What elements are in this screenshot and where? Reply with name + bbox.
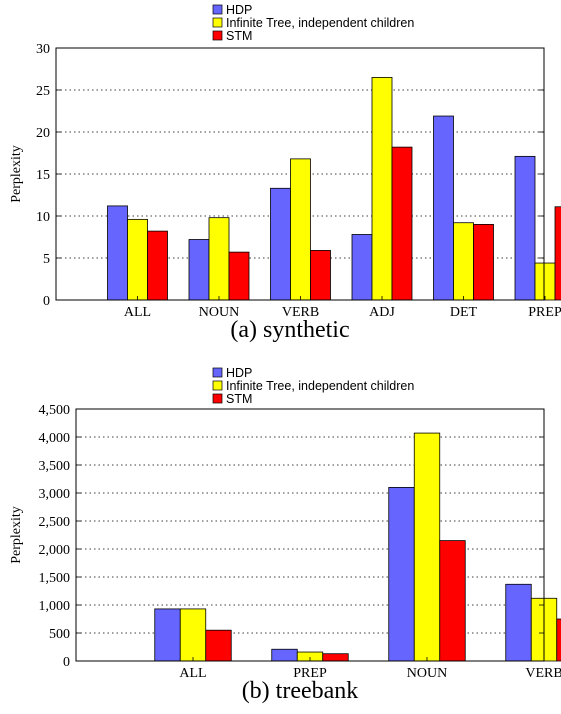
- ytick-label-b-1: 500: [49, 627, 70, 642]
- legend-swatch-a-0: [212, 4, 223, 15]
- xtick-label-a-all: ALL: [124, 305, 151, 320]
- bar-a-noun-s1: [208, 217, 230, 301]
- xtick-label-b-prep: PREP: [293, 666, 327, 681]
- bar-a-det-s0: [433, 115, 454, 301]
- ytick-label-b-4: 2,000: [39, 543, 71, 558]
- legend-swatch-b-0: [212, 367, 223, 378]
- bar-b-prep-s0: [271, 648, 298, 662]
- bar-b-noun-s1: [413, 432, 441, 662]
- xtick-label-b-all: ALL: [179, 666, 206, 681]
- bar-a-adj-s1: [371, 77, 393, 301]
- bar-b-all-s1: [179, 608, 207, 662]
- bar-b-all-s0: [154, 608, 181, 662]
- y-axis-label-b: Perplexity: [9, 506, 24, 564]
- bar-a-prep-s1: [534, 262, 556, 301]
- ytick-label-b-2: 1,000: [39, 599, 71, 614]
- bar-a-adj-s0: [351, 234, 373, 301]
- legend-swatch-b-2: [212, 393, 223, 404]
- legend-label-b-1: Infinite Tree, independent children: [226, 379, 414, 393]
- ytick-label-a-1: 5: [43, 252, 50, 267]
- xtick-label-a-noun: NOUN: [199, 305, 239, 320]
- bar-a-prep-s0: [514, 155, 536, 301]
- bar-a-det-s1: [453, 222, 474, 301]
- bar-b-prep-s2: [322, 653, 349, 662]
- bar-a-verb-s0: [270, 187, 291, 301]
- ytick-label-b-0: 0: [63, 655, 70, 670]
- y-axis-label-a: Perplexity: [9, 145, 24, 203]
- bar-b-verb-s2: [556, 618, 561, 662]
- ytick-label-b-5: 2,500: [39, 515, 71, 530]
- xtick-label-a-verb: VERB: [282, 305, 319, 320]
- ytick-label-a-5: 25: [36, 84, 50, 99]
- legend-swatch-a-1: [212, 17, 223, 28]
- xtick-label-a-det: DET: [450, 305, 478, 320]
- legend-label-a-2: STM: [226, 29, 252, 43]
- bar-a-det-s2: [473, 223, 494, 301]
- legend-label-a-1: Infinite Tree, independent children: [226, 16, 414, 30]
- bar-b-noun-s0: [388, 486, 415, 662]
- ytick-label-b-3: 1,500: [39, 571, 71, 586]
- bar-a-noun-s0: [188, 239, 210, 301]
- bar-a-verb-s2: [310, 250, 331, 301]
- ytick-label-a-6: 30: [36, 42, 50, 57]
- ytick-label-a-0: 0: [43, 294, 50, 309]
- legend-label-b-2: STM: [226, 392, 252, 406]
- ytick-label-a-4: 20: [36, 126, 50, 141]
- bar-b-all-s2: [205, 629, 232, 662]
- bar-a-adj-s2: [391, 146, 413, 301]
- legend-label-a-0: HDP: [226, 3, 252, 17]
- bar-b-noun-s2: [439, 540, 466, 662]
- xtick-label-b-verb: VERB: [525, 666, 561, 681]
- plot-frame-a: [55, 47, 545, 301]
- bar-a-prep-s2: [554, 206, 561, 301]
- ytick-label-b-6: 3,000: [39, 487, 71, 502]
- ytick-label-b-9: 4,500: [39, 403, 71, 418]
- caption-a: (a) synthetic: [230, 317, 349, 343]
- legend-swatch-b-1: [212, 380, 223, 391]
- bar-a-all-s1: [127, 218, 148, 301]
- bar-a-verb-s1: [290, 158, 311, 301]
- ytick-label-a-3: 15: [36, 168, 50, 183]
- legend-label-b-0: HDP: [226, 366, 252, 380]
- legend-swatch-a-2: [212, 30, 223, 41]
- ytick-label-b-7: 3,500: [39, 459, 71, 474]
- xtick-label-a-adj: ADJ: [369, 305, 395, 320]
- xtick-label-a-prep: PREP: [528, 305, 561, 320]
- bar-b-verb-s0: [505, 583, 532, 662]
- ytick-label-a-2: 10: [36, 210, 50, 225]
- caption-b: (b) treebank: [242, 678, 359, 704]
- bar-a-all-s2: [147, 230, 168, 301]
- xtick-label-b-noun: NOUN: [407, 666, 447, 681]
- ytick-label-b-8: 4,000: [39, 431, 71, 446]
- bar-a-all-s0: [107, 205, 128, 301]
- plot-frame-b: [75, 408, 545, 662]
- bar-a-noun-s2: [228, 251, 250, 301]
